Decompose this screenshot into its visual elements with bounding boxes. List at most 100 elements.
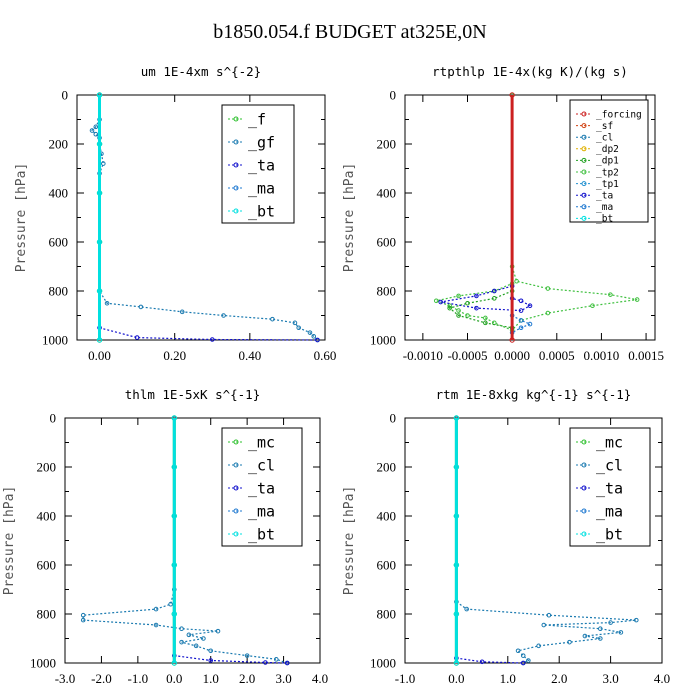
data-point xyxy=(96,288,103,294)
y-tick-label: 200 xyxy=(377,137,397,152)
data-point xyxy=(453,513,460,519)
x-tick-label: 2.0 xyxy=(239,671,255,686)
x-tick-label: 0.0015 xyxy=(628,348,664,363)
data-point xyxy=(527,321,533,327)
legend-label: _dp1 xyxy=(596,156,619,167)
data-point xyxy=(474,305,479,311)
data-point xyxy=(179,639,184,645)
data-point xyxy=(193,643,199,649)
y-tick-label: 0 xyxy=(50,411,57,426)
data-point xyxy=(171,562,177,568)
series-line-ta xyxy=(456,657,524,664)
x-tick-label: 2.0 xyxy=(551,671,567,686)
data-point xyxy=(186,632,192,638)
data-point xyxy=(93,124,99,130)
data-point xyxy=(453,415,460,421)
data-point xyxy=(541,622,547,628)
legend-box xyxy=(221,427,303,547)
data-point xyxy=(483,320,488,326)
legend-label: _bt xyxy=(596,214,613,225)
x-tick-label: 0.40 xyxy=(238,348,261,363)
legend-label: _ta xyxy=(596,191,613,202)
y-tick-label: 200 xyxy=(37,460,57,475)
data-point xyxy=(456,308,461,313)
data-point xyxy=(527,303,533,309)
panel-2: thlm 1E-5xK s^{-1}02004006008001000-3.0-… xyxy=(2,387,328,686)
data-point xyxy=(483,315,488,321)
panel-0: um 1E-4xm s^{-2} 0 200 400 600 800 1000 0.00 0.2… xyxy=(14,64,336,363)
panel-3: rtm 1E-8xkg kg^{-1} s^{-1} 0 200 400 600 800 1… xyxy=(342,387,670,686)
data-point xyxy=(509,92,515,98)
legend-label: _ta xyxy=(248,156,275,174)
data-point xyxy=(465,300,470,306)
data-point xyxy=(153,622,159,628)
legend-marker xyxy=(581,181,587,187)
data-point xyxy=(244,653,250,658)
data-point xyxy=(307,330,313,335)
data-point xyxy=(608,292,613,297)
data-point xyxy=(153,606,159,612)
x-tick-label: 3.0 xyxy=(275,671,291,686)
y-tick-label: 800 xyxy=(37,607,57,622)
data-point xyxy=(93,131,99,137)
legend-label: _tp2 xyxy=(596,167,619,178)
panel-title: um 1E-4xm s^{-2} xyxy=(141,64,261,79)
data-point xyxy=(96,337,103,343)
data-point xyxy=(545,286,551,291)
data-point xyxy=(515,648,521,654)
data-point xyxy=(447,305,452,311)
panel-title: thlm 1E-5xK s^{-1} xyxy=(125,387,260,402)
data-point xyxy=(80,617,86,623)
data-point xyxy=(215,628,221,634)
data-point xyxy=(514,278,519,284)
legend-label: _mc xyxy=(596,433,623,451)
legend-marker xyxy=(581,215,587,221)
data-point xyxy=(96,141,103,147)
x-tick-label: 1.0 xyxy=(203,671,219,686)
y-tick-label: 800 xyxy=(377,284,397,299)
y-axis-label: Pressure [hPa] xyxy=(342,163,357,273)
legend-label: _bt xyxy=(596,525,623,543)
y-tick-label: 400 xyxy=(49,186,69,201)
x-tick-label: 4.0 xyxy=(654,671,670,686)
data-point xyxy=(438,299,444,305)
legend-marker xyxy=(233,439,239,445)
legend-label: _tp1 xyxy=(596,179,619,190)
y-tick-label: 1000 xyxy=(30,656,56,671)
data-point xyxy=(96,190,103,196)
data-point xyxy=(101,161,106,166)
legend-label: _cl xyxy=(596,133,613,144)
data-point xyxy=(273,657,279,662)
x-tick-label: -3.0 xyxy=(55,671,76,686)
data-point xyxy=(179,626,184,632)
data-point xyxy=(296,325,301,331)
data-point xyxy=(518,325,524,331)
x-tick-label: 1.0 xyxy=(500,671,516,686)
data-point xyxy=(520,653,526,658)
data-point xyxy=(526,658,531,663)
legend-marker xyxy=(581,123,587,129)
data-point xyxy=(598,636,603,641)
y-tick-label: 400 xyxy=(377,186,397,201)
data-point xyxy=(104,300,110,306)
legend-label: _cl xyxy=(596,456,623,474)
x-tick-label: 0.0005 xyxy=(539,348,575,363)
data-point xyxy=(590,303,595,309)
x-tick-label: 0.0010 xyxy=(584,348,620,363)
data-point xyxy=(518,318,524,323)
data-point xyxy=(208,648,214,654)
data-point xyxy=(315,337,320,343)
data-point xyxy=(134,335,140,340)
x-tick-label: -0.0005 xyxy=(447,348,487,363)
y-tick-label: 400 xyxy=(37,509,57,524)
data-point xyxy=(453,611,460,617)
data-point xyxy=(598,626,603,632)
y-axis-label: Pressure [hPa] xyxy=(342,486,357,596)
figure-title: b1850.054.f BUDGET at325E,0N xyxy=(213,21,487,43)
legend-label: _ta xyxy=(596,479,623,497)
y-tick-label: 200 xyxy=(377,460,397,475)
data-point xyxy=(456,293,461,299)
legend-label: _bt xyxy=(248,525,275,543)
